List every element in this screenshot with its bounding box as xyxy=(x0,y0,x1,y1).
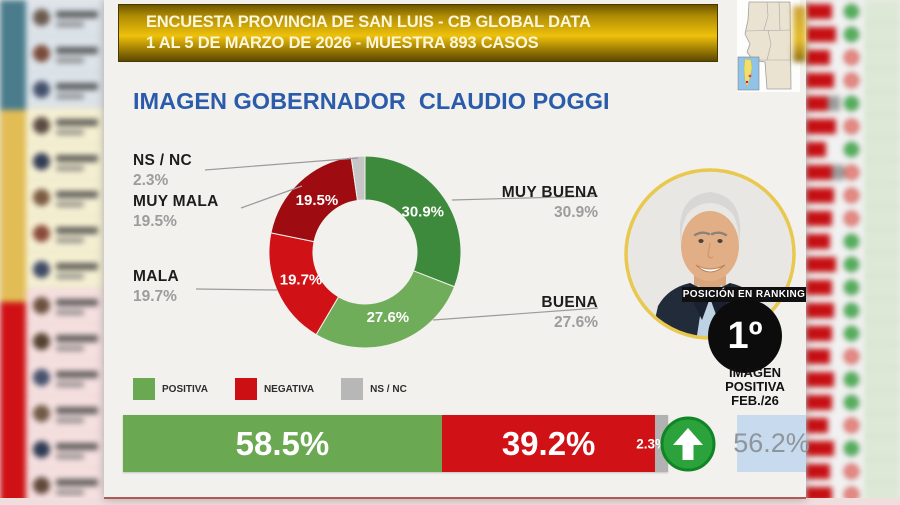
donut-slice-value: 19.7% xyxy=(280,271,323,288)
background-strip xyxy=(0,498,900,505)
legend-swatch-positiva xyxy=(133,378,155,400)
stripe-teal xyxy=(0,0,26,110)
blurred-ranking-row xyxy=(806,368,900,391)
blurred-list-row xyxy=(26,144,104,180)
callout-value: 19.7% xyxy=(133,288,177,305)
blur-wrapper-right xyxy=(806,0,900,505)
positive-image-heading: IMAGEN POSITIVA FEB./26 xyxy=(704,366,806,408)
blurred-ranking-row xyxy=(806,46,900,69)
blurred-list-row xyxy=(26,252,104,288)
blurred-ranking-row xyxy=(806,138,900,161)
blurred-ranking-row xyxy=(806,69,900,92)
blurred-ranking-row xyxy=(806,230,900,253)
legend-swatch-nsnc xyxy=(341,378,364,400)
donut-slice-value: 19.5% xyxy=(296,192,339,209)
blurred-ranking-row xyxy=(806,23,900,46)
blurred-ranking-row xyxy=(806,345,900,368)
ranking-position: 1º xyxy=(727,314,763,357)
legend-label-nsnc: NS / NC xyxy=(370,383,407,395)
stripe-red xyxy=(0,302,26,505)
blurred-ranking-row xyxy=(806,207,900,230)
bar-value: 39.2% xyxy=(501,424,596,462)
donut-slice-value: 27.6% xyxy=(367,309,410,326)
blurred-ranking-row xyxy=(806,0,900,23)
summary-stacked-bar: 58.5% 39.2% 2.3% xyxy=(123,415,668,472)
page-title: IMAGEN GOBERNADOR CLAUDIO POGGI xyxy=(133,88,610,114)
callout-muy-buena: MUY BUENA 30.9% xyxy=(423,184,598,222)
callout-label: MALA xyxy=(133,268,179,285)
callout-label: BUENA xyxy=(541,294,598,311)
callout-mala: MALA 19.7% xyxy=(133,268,308,306)
blurred-list-row xyxy=(26,72,104,108)
blurred-ranking-row xyxy=(806,414,900,437)
donut-slice-value: 30.9% xyxy=(401,203,444,220)
callout-muy-mala: MUY MALA 19.5% xyxy=(133,193,308,231)
blurred-list-row xyxy=(26,432,104,468)
san-luis-map xyxy=(737,0,800,92)
blurred-ranking-sidebar xyxy=(0,0,104,505)
blurred-list-row xyxy=(26,180,104,216)
heading-line: POSITIVA xyxy=(725,379,785,394)
ranking-position-badge: 1º xyxy=(708,299,782,373)
blurred-list-row xyxy=(26,324,104,360)
arrow-up-icon xyxy=(660,416,716,472)
image-donut-chart: 30.9% 27.6% 19.7% 19.5% xyxy=(268,155,462,349)
blurred-ranking-row xyxy=(806,460,900,483)
blurred-ranking-row xyxy=(806,253,900,276)
stripe-yellow xyxy=(0,110,26,302)
blurred-list-row xyxy=(26,108,104,144)
callout-value: 19.5% xyxy=(133,213,177,230)
positive-image-percent: 56.2% xyxy=(733,428,810,458)
chart-legend: POSITIVA NEGATIVA NS / NC xyxy=(133,378,434,400)
donut-slice-buena xyxy=(315,270,456,349)
callout-label: MUY BUENA xyxy=(501,184,598,201)
blurred-ranking-row xyxy=(806,184,900,207)
blurred-ranking-row xyxy=(806,276,900,299)
callout-value: 30.9% xyxy=(554,204,598,221)
blurred-ranking-row xyxy=(806,92,900,115)
bar-value: 58.5% xyxy=(235,424,330,462)
blurred-ranking-panel xyxy=(806,0,900,505)
banner-line1: ENCUESTA PROVINCIA DE SAN LUIS - CB GLOB… xyxy=(146,13,591,31)
blur-artifact xyxy=(793,6,806,62)
blurred-ranking-row xyxy=(806,161,900,184)
poll-slide: ENCUESTA PROVINCIA DE SAN LUIS - CB GLOB… xyxy=(104,0,810,499)
blurred-ranking-row xyxy=(806,322,900,345)
banner-line2: 1 AL 5 DE MARZO DE 2026 - MUESTRA 893 CA… xyxy=(146,34,539,52)
blurred-list-row xyxy=(26,216,104,252)
blurred-ranking-row xyxy=(806,437,900,460)
bar-segment-positiva: 58.5% xyxy=(123,415,442,472)
callout-value: 2.3% xyxy=(133,172,169,189)
callout-value: 27.6% xyxy=(554,314,598,331)
legend-swatch-negativa xyxy=(234,378,257,400)
callout-buena: BUENA 27.6% xyxy=(423,294,598,332)
blurred-ranking-row xyxy=(806,391,900,414)
positive-image-value: 56.2% xyxy=(733,415,810,472)
legend-label-negativa: NEGATIVA xyxy=(263,383,315,395)
blurred-list-row xyxy=(26,0,104,36)
blurred-ranking-row xyxy=(806,115,900,138)
heading-line: FEB./26 xyxy=(731,393,779,408)
callout-label: MUY MALA xyxy=(133,193,219,210)
blurred-list-row xyxy=(26,288,104,324)
ranking-label: POSICIÓN EN RANKING xyxy=(682,287,806,302)
blurred-left-rows xyxy=(26,0,104,505)
callout-label: NS / NC xyxy=(133,152,192,169)
blur-wrapper-left xyxy=(0,0,104,505)
bar-value: 2.3% xyxy=(636,436,667,451)
heading-line: IMAGEN xyxy=(729,365,781,380)
donut-slice-muy-buena xyxy=(364,155,462,288)
category-stripe xyxy=(0,0,26,505)
blurred-list-row xyxy=(26,360,104,396)
blurred-list-row xyxy=(26,396,104,432)
blurred-ranking-row xyxy=(806,299,900,322)
survey-banner: ENCUESTA PROVINCIA DE SAN LUIS - CB GLOB… xyxy=(118,4,718,62)
legend-label-positiva: POSITIVA xyxy=(162,383,208,395)
blurred-list-row xyxy=(26,36,104,72)
callout-nsnc: NS / NC 2.3% xyxy=(133,152,308,190)
bar-segment-negativa: 39.2% xyxy=(441,415,656,472)
